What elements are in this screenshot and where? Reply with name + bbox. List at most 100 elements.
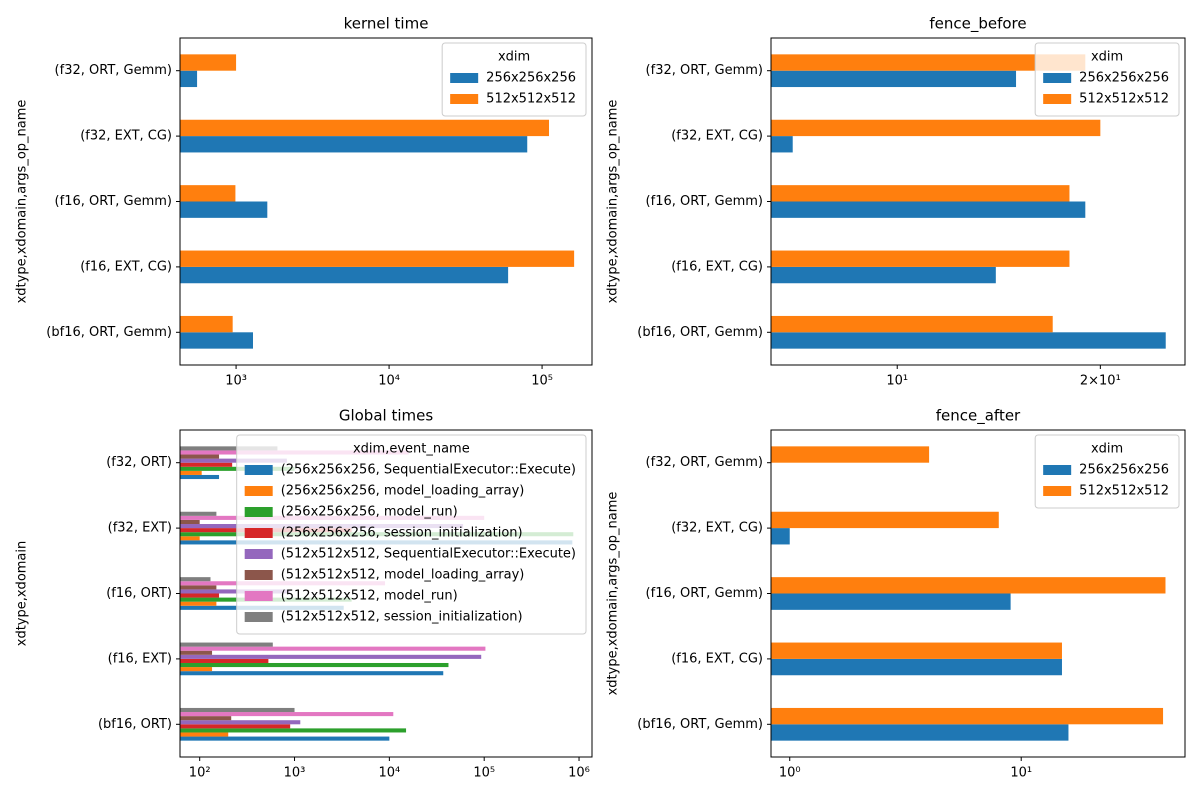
x-tick-label: 10⁴ (378, 766, 400, 781)
axes-frame (770, 429, 1186, 758)
bar (771, 119, 1101, 137)
chart-title: fence_before (929, 15, 1026, 34)
bar (180, 470, 202, 475)
legend-swatch (244, 486, 273, 496)
bar (180, 446, 278, 451)
bar (180, 593, 220, 598)
bar (771, 201, 1086, 218)
bar (180, 474, 220, 480)
legend-label: (256x256x256, session_initialization) (281, 526, 523, 541)
y-tick-label: (f16, EXT, CG) (80, 259, 172, 274)
chart-title: kernel time (344, 15, 429, 33)
y-tick-label: (f16, EXT, CG) (671, 651, 763, 666)
legend-label: 256x256x256 (1079, 71, 1169, 86)
y-tick-label: (f16, ORT, Gemm) (646, 586, 763, 601)
bar (180, 650, 213, 655)
y-tick-label: (f16, ORT, Gemm) (646, 194, 763, 209)
y-tick-label: (f16, EXT) (108, 651, 172, 666)
legend-swatch (244, 570, 273, 580)
legend-title: xdim (1091, 442, 1123, 457)
legend: xdim 256x256x256 512x512x512 (441, 42, 587, 117)
legend-label: (256x256x256, model_run) (281, 505, 458, 520)
subplot: (f32, ORT) (f32, EXT) (f16, ORT) (f16, EXT)… (15, 407, 593, 781)
y-axis-label: xdtype,xdomain (15, 541, 30, 647)
legend-swatch (1043, 73, 1072, 83)
legend-label: 512x512x512 (486, 92, 576, 107)
legend-swatch (1043, 94, 1072, 104)
bar (771, 70, 1017, 88)
bar (180, 712, 394, 717)
x-tick-label: 10¹ (886, 374, 908, 389)
bar (180, 458, 287, 463)
bar (180, 662, 449, 668)
bar (180, 119, 550, 137)
legend-swatch (244, 591, 273, 601)
legend-label: (512x512x512, model_run) (281, 589, 458, 604)
bar (180, 536, 200, 541)
bar (180, 511, 217, 516)
x-tick-label: 10⁰ (779, 766, 801, 781)
bar (771, 136, 793, 153)
bar (180, 185, 236, 202)
legend-label: 256x256x256 (486, 71, 576, 86)
y-tick-label: (f32, EXT, CG) (671, 521, 763, 536)
y-tick-label: (f16, ORT) (106, 586, 172, 601)
legend: xdim,event_name (256x256x256, SequentialE… (236, 434, 587, 635)
legend-swatch (1043, 486, 1072, 496)
bar (180, 589, 291, 594)
legend-title: xdim (1091, 50, 1123, 65)
y-tick-label: (f32, ORT, Gemm) (646, 455, 763, 470)
bar (180, 315, 233, 333)
bar (180, 667, 213, 672)
bar (180, 332, 253, 349)
x-tick-label: 10² (189, 766, 211, 781)
legend-label: (256x256x256, SequentialExecutor::Execut… (281, 463, 576, 478)
bar (180, 658, 269, 663)
legend: xdim 256x256x256 512x512x512 (1034, 42, 1180, 117)
y-tick-label: (f32, EXT, CG) (80, 129, 172, 144)
y-axis-label: xdtype,xdomain,args_op_name (606, 492, 621, 696)
legend-title: xdim (498, 50, 530, 65)
x-tick-label: 10⁵ (473, 766, 495, 781)
x-tick-label: 10³ (284, 766, 306, 781)
x-tick-label: 10¹ (1010, 766, 1032, 781)
legend-swatch (244, 612, 273, 622)
x-tick-label: 10⁶ (568, 766, 590, 781)
y-tick-label: (bf16, ORT) (98, 717, 172, 732)
bar (180, 577, 211, 582)
bar (180, 519, 200, 525)
legend-swatch (450, 94, 479, 104)
legend-label: 512x512x512 (1079, 484, 1169, 499)
bars (771, 446, 1166, 741)
bar (180, 585, 217, 590)
bar (771, 266, 996, 284)
bar (180, 720, 301, 725)
bar (180, 716, 232, 721)
legend-swatch (244, 549, 273, 559)
bar (180, 462, 233, 467)
bar (180, 728, 407, 733)
bar (180, 136, 528, 153)
y-tick-label: (f16, ORT, Gemm) (55, 194, 172, 209)
axes-frame (179, 37, 593, 366)
bar (771, 593, 1011, 610)
bar (180, 646, 486, 651)
bar (180, 736, 390, 741)
legend-swatch (244, 528, 273, 538)
y-tick-label: (f32, ORT, Gemm) (55, 63, 172, 78)
subplot: (f32, ORT, Gemm) (f32, EXT, CG) (f16, ORT,… (606, 15, 1186, 389)
bar (771, 658, 1062, 676)
bar (180, 266, 509, 284)
bars (180, 54, 575, 349)
bars (771, 54, 1166, 349)
legend-label: (512x512x512, model_loading_array) (281, 568, 525, 583)
legend-box (236, 434, 587, 635)
bar (180, 732, 229, 737)
axes-frame (179, 429, 593, 758)
bar (180, 250, 575, 267)
x-tick-label: 10³ (225, 374, 247, 389)
bar (771, 724, 1069, 741)
y-tick-label: (f32, EXT, CG) (671, 129, 763, 144)
bar (771, 185, 1070, 202)
